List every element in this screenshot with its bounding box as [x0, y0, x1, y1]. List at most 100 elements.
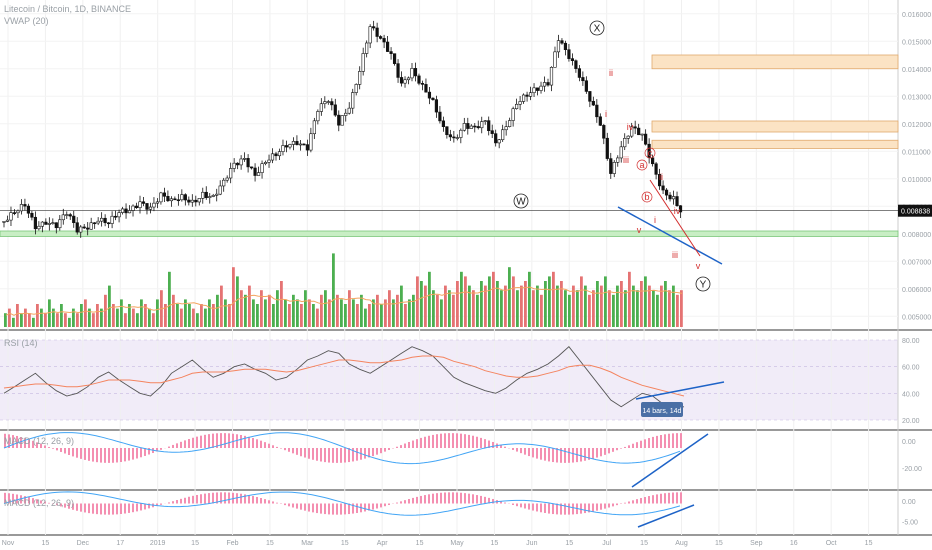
- macd1-trendline: [631, 433, 709, 488]
- volume-bar: [424, 285, 427, 327]
- macd2-histogram-bar: [536, 503, 538, 512]
- macd1-histogram-bar: [564, 448, 566, 463]
- macd2-histogram-bar: [328, 503, 330, 515]
- macd1-histogram-bar: [272, 445, 274, 448]
- macd1-histogram-bar: [644, 439, 646, 448]
- volume-bar: [492, 271, 495, 327]
- candle-body: [9, 212, 13, 221]
- macd1-histogram-bar: [372, 448, 374, 457]
- macd1-histogram-bar: [32, 440, 34, 448]
- macd1-histogram-bar: [336, 448, 338, 463]
- macd2-histogram-bar: [168, 502, 170, 504]
- volume-bar: [4, 313, 7, 327]
- sub-legend: VWAP (20): [4, 16, 49, 26]
- macd1-histogram-bar: [596, 448, 598, 458]
- volume-bar: [620, 281, 623, 327]
- candle-body: [546, 82, 550, 86]
- rsi-tick-label: 20.00: [902, 418, 920, 425]
- volume-bar: [316, 308, 319, 327]
- macd1-histogram-bar: [404, 443, 406, 448]
- macd2-histogram-bar: [300, 503, 302, 510]
- macd2-histogram-bar: [320, 503, 322, 514]
- wave-label-circle: [589, 20, 605, 36]
- candle-body: [521, 94, 526, 102]
- candle-body: [86, 227, 90, 230]
- candle-body: [609, 158, 613, 174]
- candle-body: [344, 112, 348, 116]
- macd2-histogram-bar: [340, 503, 342, 515]
- candle-body: [424, 84, 428, 93]
- volume-bar: [100, 308, 103, 327]
- candle-body: [598, 116, 602, 126]
- candle-body: [406, 77, 411, 81]
- date-tick-label: Mar: [301, 540, 314, 547]
- volume-bar: [268, 294, 271, 327]
- macd2-histogram-bar: [60, 503, 62, 507]
- macd1-histogram-bar: [256, 439, 258, 448]
- macd2-histogram-bar: [232, 492, 234, 504]
- wave-label-W: W: [516, 197, 526, 208]
- macd1-histogram-bar: [400, 445, 402, 448]
- volume-bar: [512, 276, 515, 327]
- volume-bar: [180, 308, 183, 327]
- sub-wave-circle: [636, 159, 648, 171]
- candle-body: [267, 159, 271, 163]
- rsi-tick-label: 80.00: [902, 338, 920, 345]
- volume-bar: [644, 276, 647, 327]
- wave-label-ii_b: ii: [659, 172, 663, 182]
- macd2-histogram-bar: [440, 492, 442, 504]
- macd1-histogram-bar: [144, 448, 146, 456]
- candle-body: [539, 85, 543, 91]
- candle-body: [246, 158, 250, 168]
- volume-bar: [336, 294, 339, 327]
- candle-body: [82, 226, 86, 229]
- candle-body: [508, 120, 512, 127]
- macd2-histogram-bar: [616, 503, 618, 506]
- price-tick-label: 0.005000: [902, 314, 931, 321]
- macd-panels: [3, 432, 709, 528]
- macd2-histogram-bar: [420, 495, 422, 504]
- candle-body: [542, 82, 547, 87]
- macd2-histogram-bar: [44, 501, 46, 504]
- macd1-histogram-bar: [440, 433, 442, 448]
- price-tick-label: 0.014000: [902, 67, 931, 74]
- volume-bar: [284, 299, 287, 327]
- candle-body: [372, 26, 376, 29]
- candle-body: [58, 219, 62, 229]
- macd2-histogram-bar: [656, 494, 658, 504]
- candle-body: [494, 133, 498, 144]
- macd2-histogram-bar: [176, 500, 178, 504]
- macd2-histogram-bar: [276, 502, 278, 504]
- volume-bar: [52, 308, 55, 327]
- date-tick-label: 15: [42, 540, 50, 547]
- sub-wave-circle: [641, 191, 653, 203]
- volume-bar: [348, 290, 351, 327]
- macd2-histogram-bar: [208, 493, 210, 504]
- date-tick-label: 15: [865, 540, 873, 547]
- wave-label-iii_a: iii: [623, 155, 629, 165]
- macd1-histogram-bar: [312, 448, 314, 460]
- candle-body: [354, 84, 358, 93]
- macd2-histogram-bar: [484, 496, 486, 504]
- macd2-histogram-bar: [644, 496, 646, 504]
- macd2-line: [3, 491, 681, 516]
- macd1-histogram-bar: [552, 448, 554, 463]
- macd2-histogram-bar: [548, 503, 550, 514]
- macd2-histogram-bar: [628, 501, 630, 504]
- macd1-histogram-bar: [112, 448, 114, 463]
- candlesticks[interactable]: [2, 20, 683, 238]
- macd1-histogram-bar: [188, 439, 190, 448]
- candle-body: [483, 120, 487, 122]
- candle-body: [37, 225, 41, 230]
- macd2-histogram-bar: [460, 492, 462, 504]
- macd1-histogram-bar: [476, 436, 478, 448]
- candle-body: [410, 68, 414, 79]
- macd2-histogram-bar: [468, 493, 470, 504]
- macd1-histogram-bar: [652, 436, 654, 448]
- volume-bar: [412, 294, 415, 327]
- macd1-histogram-bar: [600, 448, 602, 457]
- macd1-histogram-bar: [468, 434, 470, 448]
- macd2-histogram-bar: [288, 503, 290, 507]
- macd2-histogram-bar: [244, 494, 246, 504]
